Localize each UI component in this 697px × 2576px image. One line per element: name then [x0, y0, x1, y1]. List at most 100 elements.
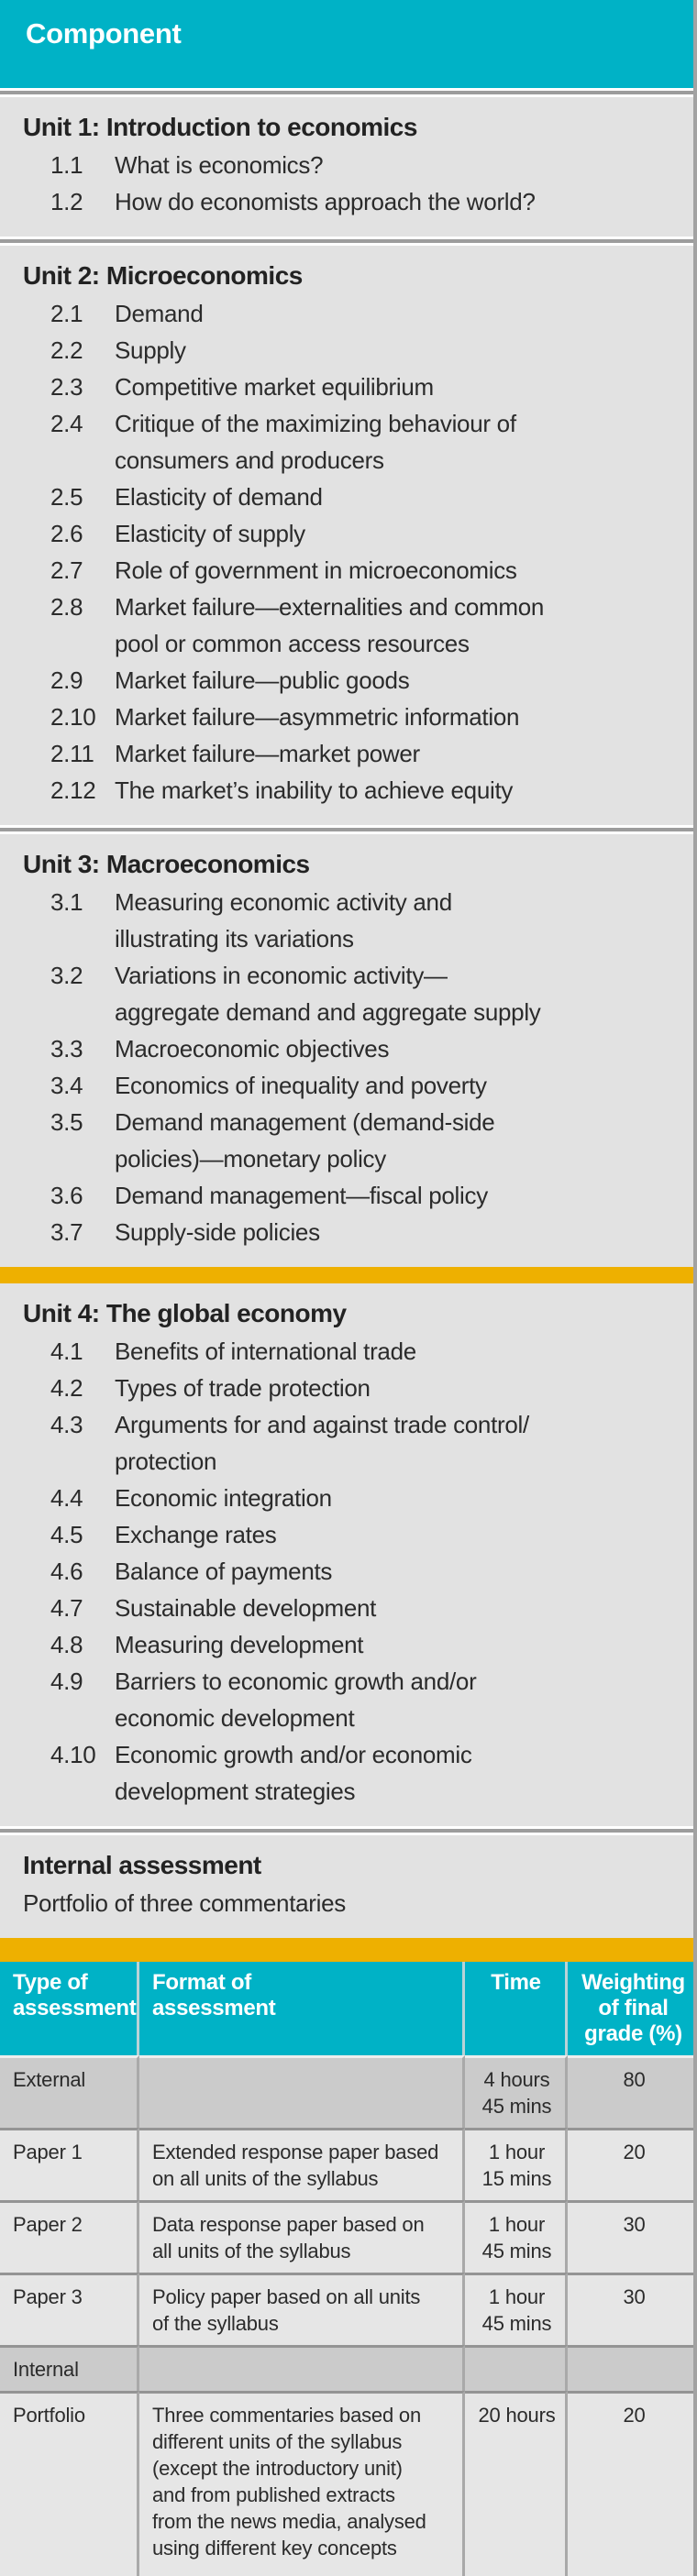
cell-type: Portfolio — [0, 2391, 139, 2576]
cell-format: Data response paper based on all units o… — [139, 2200, 465, 2273]
item-number: 4.3 — [50, 1411, 83, 1438]
item-number: 2.8 — [50, 593, 83, 621]
units-container: Unit 1: Introduction to economics 1.1 Wh… — [0, 97, 697, 1833]
column-header-format: Format of assessment — [139, 1962, 465, 2055]
section-divider — [0, 91, 697, 94]
table-row: Portfolio Three commentaries based on di… — [0, 2391, 697, 2576]
column-header-type: Type of assessment — [0, 1962, 139, 2055]
item-number: 2.12 — [50, 776, 96, 804]
cell-weighting: 30 — [568, 2200, 697, 2273]
item-number: 4.7 — [50, 1594, 83, 1622]
syllabus-item: 2.1 Demand — [0, 295, 697, 332]
syllabus-item: 4.5 Exchange rates — [0, 1516, 697, 1553]
syllabus-item: 2.8 Market failure—externalities and com… — [0, 589, 697, 662]
unit-heading: Unit 3: Macroeconomics — [23, 850, 310, 878]
syllabus-item: 2.11 Market failure—market power — [0, 735, 697, 772]
syllabus-item: 2.2 Supply — [0, 332, 697, 369]
item-number: 3.1 — [50, 888, 83, 916]
syllabus-item: 4.2 Types of trade protection — [0, 1370, 697, 1406]
item-text: Critique of the maximizing behaviour of … — [115, 410, 516, 474]
item-text: Economic integration — [115, 1484, 332, 1512]
item-number: 2.3 — [50, 373, 83, 401]
item-text: Exchange rates — [115, 1521, 277, 1548]
accent-bar — [0, 1267, 697, 1283]
syllabus-item: 4.1 Benefits of international trade — [0, 1333, 697, 1370]
item-number: 3.4 — [50, 1072, 83, 1099]
cell-format: Three commentaries based on different un… — [139, 2391, 465, 2576]
syllabus-item: 2.9 Market failure—public goods — [0, 662, 697, 699]
syllabus-item: 3.3 Macroeconomic objectives — [0, 1030, 697, 1067]
assessment-table: Type of assessment Format of assessment … — [0, 1962, 697, 2576]
syllabus-item: 2.6 Elasticity of supply — [0, 515, 697, 552]
table-row: Paper 1 Extended response paper based on… — [0, 2128, 697, 2200]
cell-type: Paper 2 — [0, 2200, 139, 2273]
item-number: 3.3 — [50, 1035, 83, 1062]
internal-assessment-subtitle: Portfolio of three commentaries — [23, 1889, 346, 1917]
unit-heading: Unit 2: Microeconomics — [23, 261, 303, 290]
item-number: 4.1 — [50, 1338, 83, 1365]
syllabus-item: 2.3 Competitive market equilibrium — [0, 369, 697, 405]
accent-bar — [0, 1938, 697, 1962]
item-number: 2.10 — [50, 703, 96, 731]
unit-items: 3.1 Measuring economic activity and illu… — [0, 884, 697, 1250]
item-number: 1.1 — [50, 151, 83, 179]
syllabus-item: 3.2 Variations in economic activity— agg… — [0, 957, 697, 1030]
item-text: How do economists approach the world? — [115, 188, 536, 215]
component-header-title: Component — [26, 17, 182, 50]
component-header: Component — [0, 0, 697, 88]
item-text: Elasticity of demand — [115, 483, 323, 511]
cell-time: 4 hours 45 mins — [465, 2055, 568, 2128]
cell-format — [139, 2345, 465, 2391]
syllabus-item: 3.4 Economics of inequality and poverty — [0, 1067, 697, 1104]
syllabus-item: 1.1 What is economics? — [0, 147, 697, 183]
item-number: 2.11 — [50, 740, 94, 767]
item-text: Measuring development — [115, 1631, 364, 1658]
item-text: Demand management—fiscal policy — [115, 1182, 488, 1209]
item-number: 2.2 — [50, 336, 83, 364]
item-text: Market failure—market power — [115, 740, 420, 767]
unit-items: 4.1 Benefits of international trade 4.2 … — [0, 1333, 697, 1810]
syllabus-item: 4.8 Measuring development — [0, 1626, 697, 1663]
cell-time — [465, 2345, 568, 2391]
cell-time: 1 hour 45 mins — [465, 2200, 568, 2273]
section-divider — [0, 1829, 697, 1833]
item-text: Sustainable development — [115, 1594, 377, 1622]
cell-format: Policy paper based on all units of the s… — [139, 2273, 465, 2345]
item-number: 2.6 — [50, 520, 83, 547]
unit-section: Unit 4: The global economy 4.1 Benefits … — [0, 1283, 697, 1826]
syllabus-item: 4.4 Economic integration — [0, 1480, 697, 1516]
item-text: Role of government in microeconomics — [115, 556, 517, 584]
syllabus-item: 3.1 Measuring economic activity and illu… — [0, 884, 697, 957]
section-divider — [0, 239, 697, 243]
item-number: 4.2 — [50, 1374, 83, 1402]
syllabus-item: 4.6 Balance of payments — [0, 1553, 697, 1590]
item-number: 2.4 — [50, 410, 83, 437]
item-text: Market failure—externalities and common … — [115, 593, 545, 657]
cell-weighting: 30 — [568, 2273, 697, 2345]
internal-assessment-heading: Internal assessment — [23, 1851, 261, 1879]
cell-type: External — [0, 2055, 139, 2128]
cell-weighting — [568, 2345, 697, 2391]
cell-format — [139, 2055, 465, 2128]
cell-time: 1 hour 15 mins — [465, 2128, 568, 2200]
cell-format: Extended response paper based on all uni… — [139, 2128, 465, 2200]
syllabus-item: 4.7 Sustainable development — [0, 1590, 697, 1626]
item-text: Competitive market equilibrium — [115, 373, 434, 401]
syllabus-item: 2.4 Critique of the maximizing behaviour… — [0, 405, 697, 479]
internal-assessment-section: Internal assessment Portfolio of three c… — [0, 1835, 697, 1938]
syllabus-item: 3.7 Supply-side policies — [0, 1214, 697, 1250]
cell-weighting: 80 — [568, 2055, 697, 2128]
unit-heading: Unit 4: The global economy — [23, 1299, 347, 1327]
item-text: Elasticity of supply — [115, 520, 305, 547]
item-text: Economics of inequality and poverty — [115, 1072, 487, 1099]
item-text: Market failure—public goods — [115, 666, 410, 694]
item-number: 4.8 — [50, 1631, 83, 1658]
unit-section: Unit 1: Introduction to economics 1.1 Wh… — [0, 97, 697, 237]
item-text: Measuring economic activity and illustra… — [115, 888, 452, 952]
item-number: 3.5 — [50, 1108, 83, 1136]
syllabus-item: 1.2 How do economists approach the world… — [0, 183, 697, 220]
cell-time: 20 hours — [465, 2391, 568, 2576]
item-number: 4.6 — [50, 1558, 83, 1585]
column-header-time: Time — [465, 1962, 568, 2055]
